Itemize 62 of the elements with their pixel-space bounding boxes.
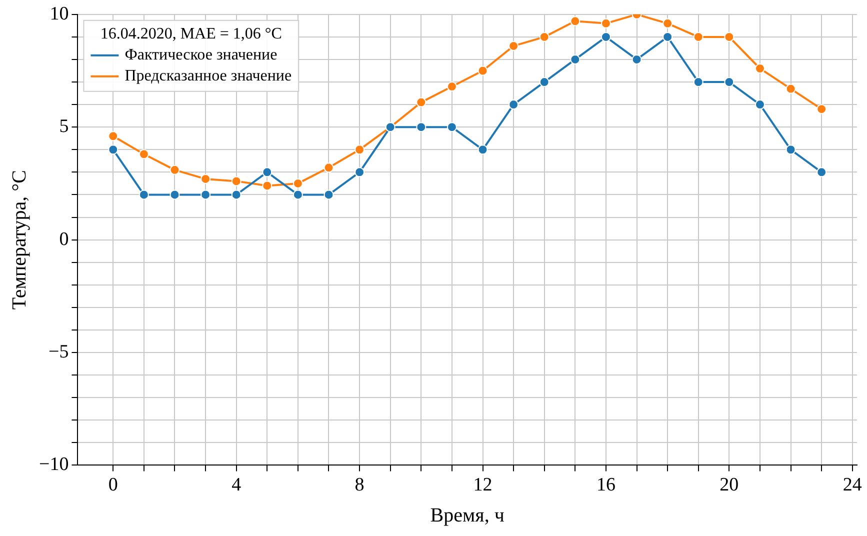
x-tick-label: 8 (354, 474, 364, 496)
point (324, 162, 334, 173)
x-tick-label: 0 (108, 474, 118, 496)
point (724, 32, 734, 42)
y-tick-label: −10 (38, 454, 69, 476)
point (292, 178, 303, 188)
point (724, 77, 734, 88)
x-axis-title: Время, ч (430, 504, 504, 526)
x-tick-label: 20 (720, 474, 739, 496)
point (108, 131, 118, 142)
x-tick-label: 4 (232, 474, 242, 496)
point (600, 18, 611, 28)
y-tick-label: 0 (59, 228, 69, 250)
point (354, 144, 365, 155)
point (662, 32, 673, 42)
point (446, 82, 457, 92)
point (138, 149, 149, 160)
point (200, 190, 211, 200)
point (508, 100, 519, 110)
point (200, 174, 211, 184)
legend-label: Фактическое значение (124, 46, 278, 64)
point (324, 190, 334, 200)
point (816, 104, 827, 114)
y-tick-label: 5 (59, 116, 69, 138)
point (539, 32, 550, 42)
point (539, 77, 550, 88)
point (446, 122, 457, 132)
point (754, 63, 765, 74)
point (262, 180, 272, 191)
x-tick-label: 12 (473, 474, 492, 496)
point (662, 18, 673, 28)
point (600, 32, 611, 42)
y-tick-label: 10 (50, 3, 69, 24)
x-tick-label: 24 (842, 474, 862, 496)
point (754, 100, 765, 110)
point (354, 167, 365, 178)
point (416, 122, 426, 132)
legend-title: 16.04.2020, MAE = 1,06 °C (100, 26, 282, 43)
point (138, 190, 149, 200)
legend-label: Предсказанное значение (124, 68, 292, 85)
point (693, 32, 704, 42)
point (786, 144, 796, 155)
point (170, 164, 180, 175)
point (570, 16, 580, 26)
y-axis-title: Температура, °C (8, 170, 30, 310)
point (262, 167, 272, 178)
point (816, 167, 827, 178)
point (416, 97, 426, 108)
point (632, 54, 642, 64)
y-tick-label: −5 (48, 341, 69, 362)
point (786, 84, 796, 94)
point (508, 40, 519, 51)
point (108, 144, 118, 155)
point (231, 176, 242, 186)
point (292, 190, 303, 200)
point (570, 54, 580, 64)
point (478, 144, 488, 155)
point (170, 190, 180, 200)
x-tick-label: 16 (596, 474, 616, 496)
point (693, 77, 704, 88)
point (231, 190, 242, 200)
point (478, 66, 488, 76)
